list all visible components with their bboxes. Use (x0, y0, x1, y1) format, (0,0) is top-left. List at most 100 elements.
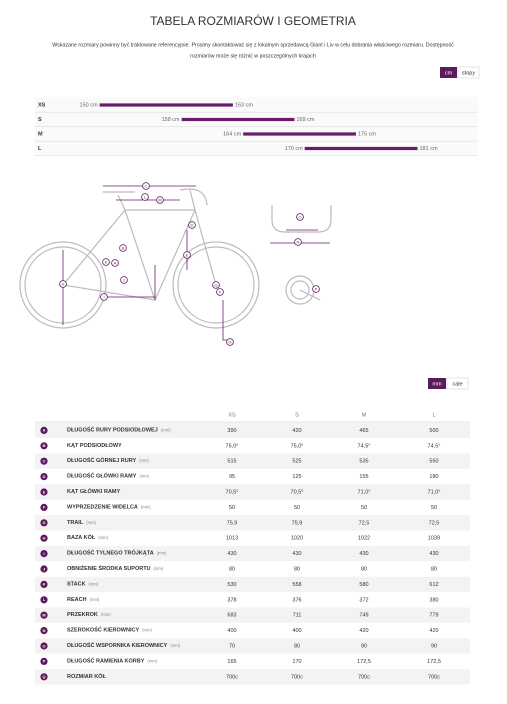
cell-value: 50 (229, 505, 235, 511)
row-letter: M (42, 614, 45, 618)
row-name: KĄT PODSIODŁOWY (67, 443, 122, 449)
row-label: DŁUGOŚĆ WSPORNIKA KIEROWNICY (mm) (67, 641, 181, 649)
table-row (35, 530, 470, 546)
row-letter: H (43, 537, 46, 541)
cell-value: 580 (359, 582, 368, 588)
cell-value: 180 (429, 474, 438, 480)
row-letter: P (43, 660, 46, 664)
row-letter: K (43, 583, 46, 587)
row-unit: (mm) (161, 428, 171, 433)
size-label: S (38, 117, 42, 123)
cell-value: 430 (227, 551, 236, 557)
size-label: L (38, 146, 42, 152)
cell-value: 612 (429, 582, 438, 588)
range-high-label: 163 cm (235, 102, 253, 108)
cell-value: 75,0° (291, 443, 304, 449)
table-row (35, 592, 470, 608)
row-name: BAZA KÓŁ (67, 534, 96, 542)
row-letter: E (43, 490, 46, 494)
row-unit: (mm) (139, 458, 149, 463)
row-label: DŁUGOŚĆ RURY PODSIODŁOWEJ (mm) (67, 426, 171, 434)
toggle-option[interactable]: stopy (462, 70, 475, 76)
cell-value: 420 (292, 428, 301, 434)
row-name: TRAIL (67, 520, 84, 526)
cell-value: 70,5° (226, 489, 239, 495)
diagram-letter: O (298, 214, 301, 219)
range-low-label: 158 cm (162, 117, 180, 123)
row-letter: N (43, 629, 46, 633)
cell-value: 125 (292, 474, 301, 480)
row-letter: F (43, 506, 46, 510)
range-high-label: 169 cm (296, 117, 314, 123)
row-badge (40, 442, 48, 450)
row-label: TRAIL (mm) (67, 520, 97, 526)
diagram-marker (111, 259, 119, 267)
diagram-letter: P (315, 286, 318, 291)
row-badge (40, 426, 48, 434)
range-low-label: 170 cm (285, 146, 303, 152)
row-name: OBNIŻENIE ŚRODKA SUPORTU (67, 565, 151, 572)
row-name: DŁUGOŚĆ RURY PODSIODŁOWEJ (67, 426, 158, 434)
row-label: KĄT PODSIODŁOWY (67, 443, 122, 449)
cell-value: 700c (358, 674, 370, 680)
cell-value: 400 (292, 628, 301, 634)
toggle-inactive[interactable] (446, 377, 469, 390)
row-name: WYPRZEDZENIE WIDELCA (67, 505, 138, 511)
diagram-marker (142, 182, 150, 190)
cell-value: 1039 (428, 536, 440, 542)
row-name: DŁUGOŚĆ GÓRNEJ RURY (67, 457, 136, 465)
toggle-option[interactable]: mm (432, 381, 442, 387)
cell-value: 75,9 (292, 520, 303, 526)
range-bar (243, 132, 356, 136)
table-row (35, 607, 470, 623)
cell-value: 500 (429, 428, 438, 434)
toggle-active[interactable] (428, 378, 446, 389)
range-low-label: 150 cm (80, 102, 98, 108)
diagram-marker (216, 288, 224, 296)
cell-value: 70,5° (291, 489, 304, 495)
cell-value: 95 (229, 474, 235, 480)
cell-value: 72,5 (429, 520, 440, 526)
diagram-letter: B (122, 245, 125, 250)
row-label: DŁUGOŚĆ RAMIENIA KORBY (mm) (67, 657, 158, 665)
row-badge (40, 611, 48, 619)
row-unit: (mm) (101, 612, 111, 617)
row-unit: (mm) (86, 520, 96, 525)
row-badge (40, 519, 48, 527)
cell-value: 80 (361, 566, 367, 572)
diagram-letter: N (297, 239, 300, 244)
range-high-label: 175 cm (358, 131, 376, 137)
cell-value: 535 (359, 459, 368, 465)
column-header: M (362, 412, 367, 418)
row-letter: D (43, 475, 46, 479)
diagram-letter: L (144, 194, 147, 199)
diagram-letter: E (186, 252, 189, 257)
cell-value: 430 (292, 551, 301, 557)
toggle-inactive[interactable] (457, 66, 480, 79)
cell-value: 779 (429, 613, 438, 619)
diagram-marker (141, 193, 149, 201)
row-letter: Q (43, 675, 46, 679)
row-unit: (mm) (147, 659, 157, 664)
cell-value: 80 (229, 566, 235, 572)
row-letter: C (43, 460, 46, 464)
toggle-option[interactable]: cale (452, 381, 462, 387)
diagram-letter: F (219, 289, 222, 294)
row-label: PRZEKROK (mm) (67, 612, 111, 618)
diagram-letter: Q (214, 282, 217, 287)
row-letter: I (43, 552, 44, 556)
cell-value: 525 (292, 459, 301, 465)
cell-value: 71,0° (358, 489, 371, 495)
row-label: ROZMIAR KÓŁ (67, 672, 106, 680)
table-row (35, 545, 470, 562)
cell-value: 155 (359, 474, 368, 480)
cell-value: 50 (431, 505, 437, 511)
range-low-label: 164 cm (223, 131, 241, 137)
column-header: L (432, 412, 435, 418)
row-badge (40, 457, 48, 465)
table-row (35, 438, 470, 454)
toggle-active[interactable] (440, 67, 457, 78)
row-letter: O (43, 644, 46, 648)
diagram-letter: I (103, 294, 104, 299)
toggle-option[interactable]: cm (445, 70, 453, 76)
